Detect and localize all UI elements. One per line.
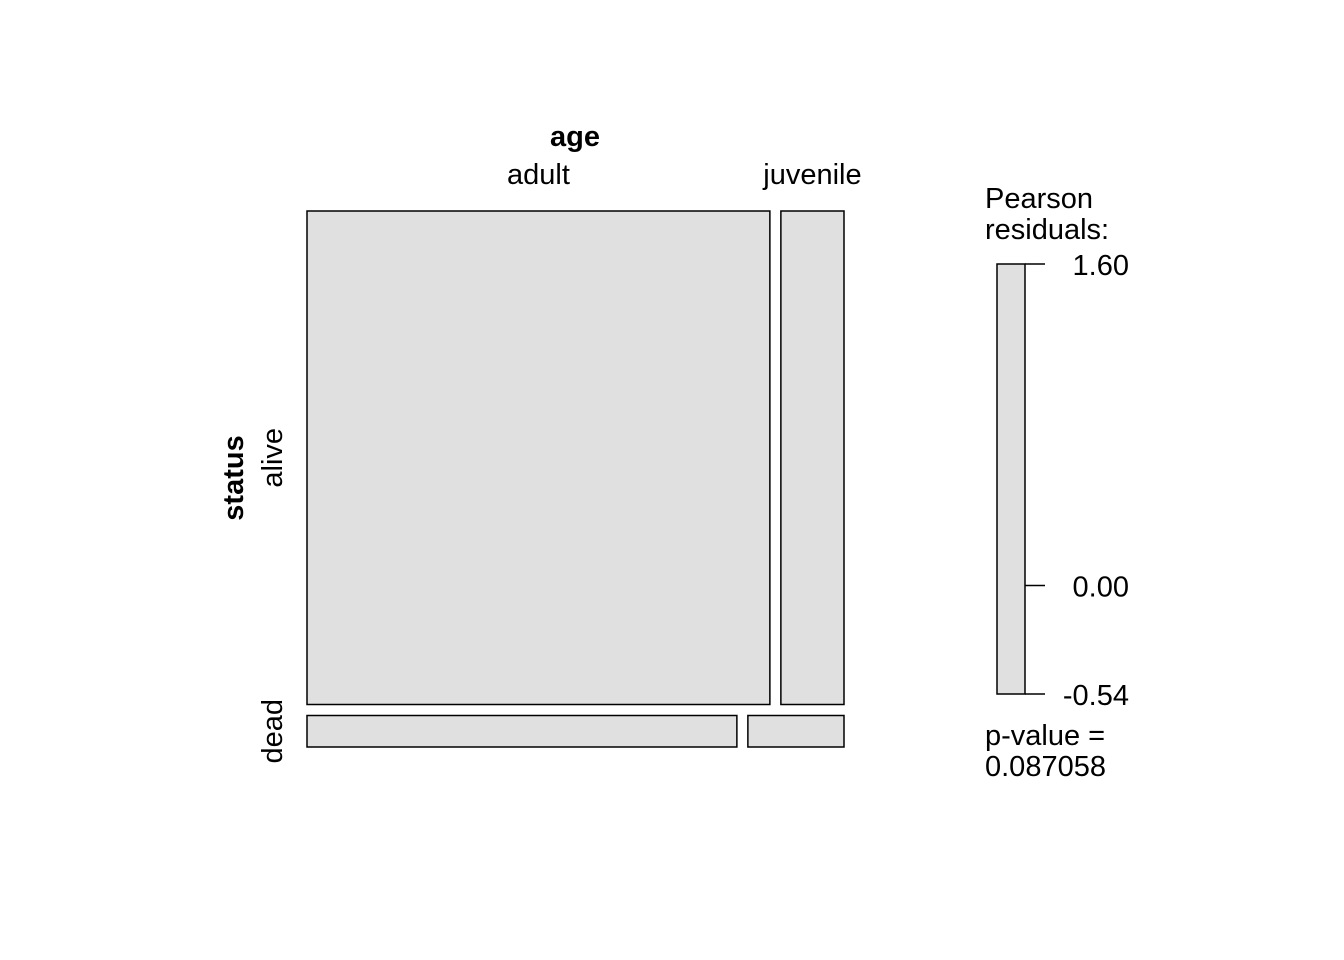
p-value-number: 0.087058 (985, 751, 1106, 783)
x-level-label-adult: adult (507, 159, 570, 191)
mosaic-cell-juvenile-alive (780, 210, 845, 706)
p-value-label: p-value = (985, 720, 1105, 752)
legend-tick-label: -0.54 (1063, 680, 1129, 712)
x-level-labels: adult juvenile (507, 159, 862, 191)
y-level-label-dead: dead (257, 699, 289, 764)
x-level-label-juvenile: juvenile (762, 159, 861, 191)
legend-tick-label: 0.00 (1073, 571, 1129, 603)
x-variable-label: age (550, 121, 600, 153)
y-level-labels: alive dead (257, 428, 289, 764)
legend-title-line1: Pearson (985, 183, 1093, 215)
legend-ticks: 1.60 0.00 -0.54 (1025, 250, 1129, 712)
y-variable-label: status (218, 435, 250, 520)
residual-legend: Pearson residuals: 1.60 0.00 -0.54 p-value… (985, 183, 1129, 783)
legend-tick-label: 1.60 (1073, 250, 1129, 282)
legend-color-bar (996, 263, 1026, 695)
mosaic-cell-adult-dead (306, 714, 738, 748)
mosaic-cell-juvenile-dead (747, 714, 845, 748)
mosaic-cells (306, 210, 845, 748)
mosaic-cell-adult-alive (306, 210, 771, 706)
y-level-label-alive: alive (257, 428, 289, 488)
legend-title-line2: residuals: (985, 214, 1109, 246)
